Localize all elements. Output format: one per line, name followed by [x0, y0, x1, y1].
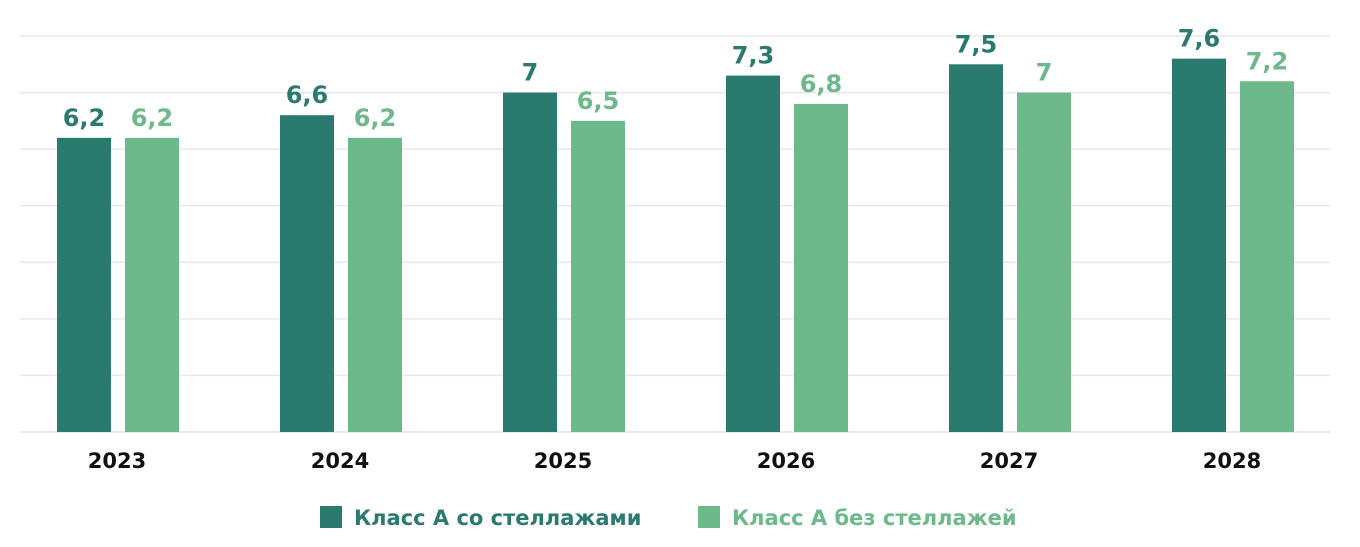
x-tick-label: 2025	[534, 449, 592, 473]
bar-without-racks-2027	[1017, 92, 1071, 433]
bar-with-racks-2024	[280, 115, 334, 432]
bar-without-racks-2023	[125, 137, 179, 433]
legend-swatch	[320, 506, 342, 528]
x-tick-label: 2023	[88, 449, 146, 473]
x-tick-label: 2024	[311, 449, 369, 473]
data-label: 6,2	[63, 104, 106, 132]
x-tick-label: 2027	[980, 449, 1038, 473]
legend-swatch	[698, 506, 720, 528]
bar-with-racks-2026	[726, 75, 780, 432]
bar-without-racks-2024	[348, 137, 402, 433]
x-tick-label: 2028	[1203, 449, 1261, 473]
legend-label: Класс А со стеллажами	[354, 506, 641, 530]
data-label: 7,3	[732, 42, 775, 70]
legend-label: Класс А без стеллажей	[732, 506, 1017, 530]
bar-with-racks-2028	[1172, 58, 1226, 432]
bar-without-racks-2025	[571, 120, 625, 432]
data-label: 7,6	[1178, 25, 1221, 53]
data-label: 6,8	[800, 70, 843, 98]
data-label: 6,2	[354, 104, 397, 132]
data-label: 7	[522, 59, 539, 87]
bar-with-racks-2025	[503, 92, 557, 433]
bar-without-racks-2026	[794, 103, 848, 432]
x-tick-label: 2026	[757, 449, 815, 473]
bar-without-racks-2028	[1240, 81, 1294, 432]
bar-with-racks-2023	[57, 137, 111, 433]
data-label: 7	[1036, 59, 1053, 87]
bar-with-racks-2027	[949, 64, 1003, 433]
data-label: 6,5	[577, 87, 620, 115]
data-label: 6,6	[286, 81, 329, 109]
data-label: 7,2	[1246, 47, 1289, 75]
data-label: 6,2	[131, 104, 174, 132]
data-label: 7,5	[955, 30, 998, 58]
